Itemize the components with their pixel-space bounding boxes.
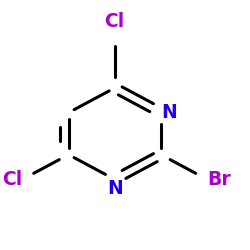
Text: Br: Br [207, 170, 231, 189]
Text: Cl: Cl [2, 170, 22, 189]
Text: N: N [161, 103, 177, 122]
Text: Cl: Cl [104, 12, 125, 31]
Text: N: N [107, 180, 122, 199]
